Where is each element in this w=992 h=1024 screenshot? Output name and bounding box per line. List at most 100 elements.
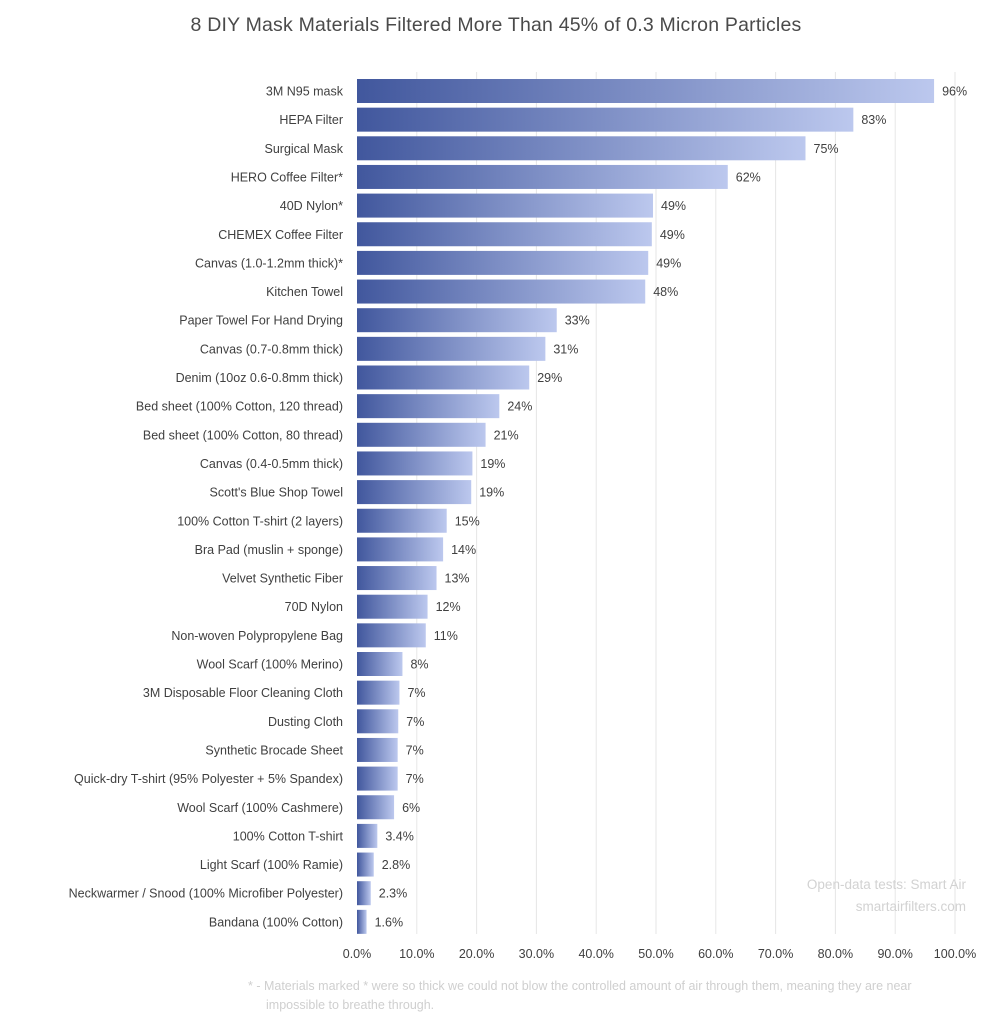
value-label: 12% xyxy=(436,600,461,614)
bar xyxy=(357,623,426,648)
x-tick-label: 90.0% xyxy=(877,947,912,961)
value-label: 3.4% xyxy=(385,829,414,843)
x-tick-label: 60.0% xyxy=(698,947,733,961)
x-tick-label: 100.0% xyxy=(934,947,976,961)
category-label: HERO Coffee Filter* xyxy=(231,170,343,184)
category-label: Velvet Synthetic Fiber xyxy=(222,572,343,586)
bar xyxy=(357,709,399,734)
x-axis-ticks: 0.0% 10.0% 20.0% 30.0% 40.0% 50.0% 60.0% 70.0% 8… xyxy=(343,947,976,961)
value-label: 7% xyxy=(406,743,424,757)
value-labels: 96% 83% 75% 62% 49% 49% 49% 48% 33% 31% 29% 24% 21% 1… xyxy=(375,85,968,930)
bar xyxy=(357,136,806,161)
bar xyxy=(357,508,447,533)
value-label: 11% xyxy=(434,629,458,643)
bar xyxy=(357,79,935,103)
x-tick-label: 0.0% xyxy=(343,947,372,961)
category-label: Scott's Blue Shop Towel xyxy=(210,486,343,500)
x-tick-label: 10.0% xyxy=(399,947,434,961)
category-label: Dusting Cloth xyxy=(268,715,343,729)
category-label: Light Scarf (100% Ramie) xyxy=(200,858,343,872)
value-label: 8% xyxy=(410,658,428,672)
bar xyxy=(357,823,378,848)
bar xyxy=(357,308,557,333)
bar xyxy=(357,680,400,705)
category-label: Bed sheet (100% Cotton, 80 thread) xyxy=(143,428,343,442)
value-label: 49% xyxy=(661,199,686,213)
footnote: * - Materials marked * were so thick we … xyxy=(248,979,912,1012)
category-label: Canvas (0.4-0.5mm thick) xyxy=(200,457,343,471)
bar xyxy=(357,250,649,275)
bar xyxy=(357,795,395,820)
category-label: Canvas (1.0-1.2mm thick)* xyxy=(195,256,343,270)
x-tick-label: 30.0% xyxy=(519,947,554,961)
category-label: Kitchen Towel xyxy=(266,285,343,299)
value-label: 31% xyxy=(553,342,578,356)
bar xyxy=(357,279,646,304)
bar xyxy=(357,422,486,447)
source-credit: Open-data tests: Smart Air xyxy=(806,877,966,892)
category-label: Non-woven Polypropylene Bag xyxy=(171,629,343,643)
bar xyxy=(357,480,472,505)
value-label: 33% xyxy=(565,314,590,328)
category-label: 40D Nylon* xyxy=(280,199,343,213)
source-url: smartairfilters.com xyxy=(855,899,966,914)
category-label: 3M Disposable Floor Cleaning Cloth xyxy=(143,686,343,700)
category-label: 100% Cotton T-shirt xyxy=(233,829,344,843)
value-label: 7% xyxy=(406,715,424,729)
bar xyxy=(357,766,398,791)
x-tick-label: 70.0% xyxy=(758,947,793,961)
value-label: 29% xyxy=(537,371,562,385)
value-label: 19% xyxy=(480,457,505,471)
chart-title: 8 DIY Mask Materials Filtered More Than … xyxy=(190,14,802,36)
category-label: 100% Cotton T-shirt (2 layers) xyxy=(177,514,343,528)
category-label: CHEMEX Coffee Filter xyxy=(218,228,343,242)
bar xyxy=(357,336,546,361)
category-label: Canvas (0.7-0.8mm thick) xyxy=(200,342,343,356)
category-label: Bra Pad (muslin + sponge) xyxy=(195,543,343,557)
value-label: 7% xyxy=(407,686,425,700)
bar xyxy=(357,881,371,906)
value-label: 24% xyxy=(507,400,532,414)
value-label: 7% xyxy=(406,772,424,786)
bar xyxy=(357,451,473,476)
category-label: Bed sheet (100% Cotton, 120 thread) xyxy=(136,400,343,414)
value-label: 48% xyxy=(653,285,678,299)
value-label: 1.6% xyxy=(375,915,404,929)
category-label: Synthetic Brocade Sheet xyxy=(205,743,343,757)
value-label: 15% xyxy=(455,514,480,528)
bar xyxy=(357,394,500,419)
category-label: Paper Towel For Hand Drying xyxy=(179,314,343,328)
value-label: 19% xyxy=(479,486,504,500)
category-label: Bandana (100% Cotton) xyxy=(209,915,343,929)
value-label: 75% xyxy=(814,142,839,156)
value-label: 2.8% xyxy=(382,858,411,872)
bar xyxy=(357,594,428,619)
bars xyxy=(357,79,935,934)
x-tick-label: 50.0% xyxy=(638,947,673,961)
bar xyxy=(357,365,530,390)
value-label: 14% xyxy=(451,543,476,557)
bar xyxy=(357,852,374,877)
value-label: 49% xyxy=(656,256,681,270)
bar xyxy=(357,909,367,934)
category-label: Wool Scarf (100% Merino) xyxy=(197,658,343,672)
value-label: 83% xyxy=(861,113,886,127)
value-label: 96% xyxy=(942,85,967,99)
x-tick-label: 40.0% xyxy=(578,947,613,961)
category-labels: 3M N95 mask HEPA Filter Surgical Mask HERO … xyxy=(69,85,344,930)
category-label: Neckwarmer / Snood (100% Microfiber Poly… xyxy=(69,887,343,901)
bar xyxy=(357,652,403,676)
category-label: Quick-dry T-shirt (95% Polyester + 5% Sp… xyxy=(74,772,343,786)
category-label: Denim (10oz 0.6-0.8mm thick) xyxy=(176,371,343,385)
category-label: 70D Nylon xyxy=(285,600,343,614)
value-label: 13% xyxy=(445,572,470,586)
value-label: 21% xyxy=(494,428,519,442)
x-tick-label: 20.0% xyxy=(459,947,494,961)
x-tick-label: 80.0% xyxy=(818,947,853,961)
category-label: Wool Scarf (100% Cashmere) xyxy=(177,801,343,815)
bar xyxy=(357,193,654,218)
value-label: 2.3% xyxy=(379,887,408,901)
bar xyxy=(357,566,437,591)
bar xyxy=(357,164,728,189)
